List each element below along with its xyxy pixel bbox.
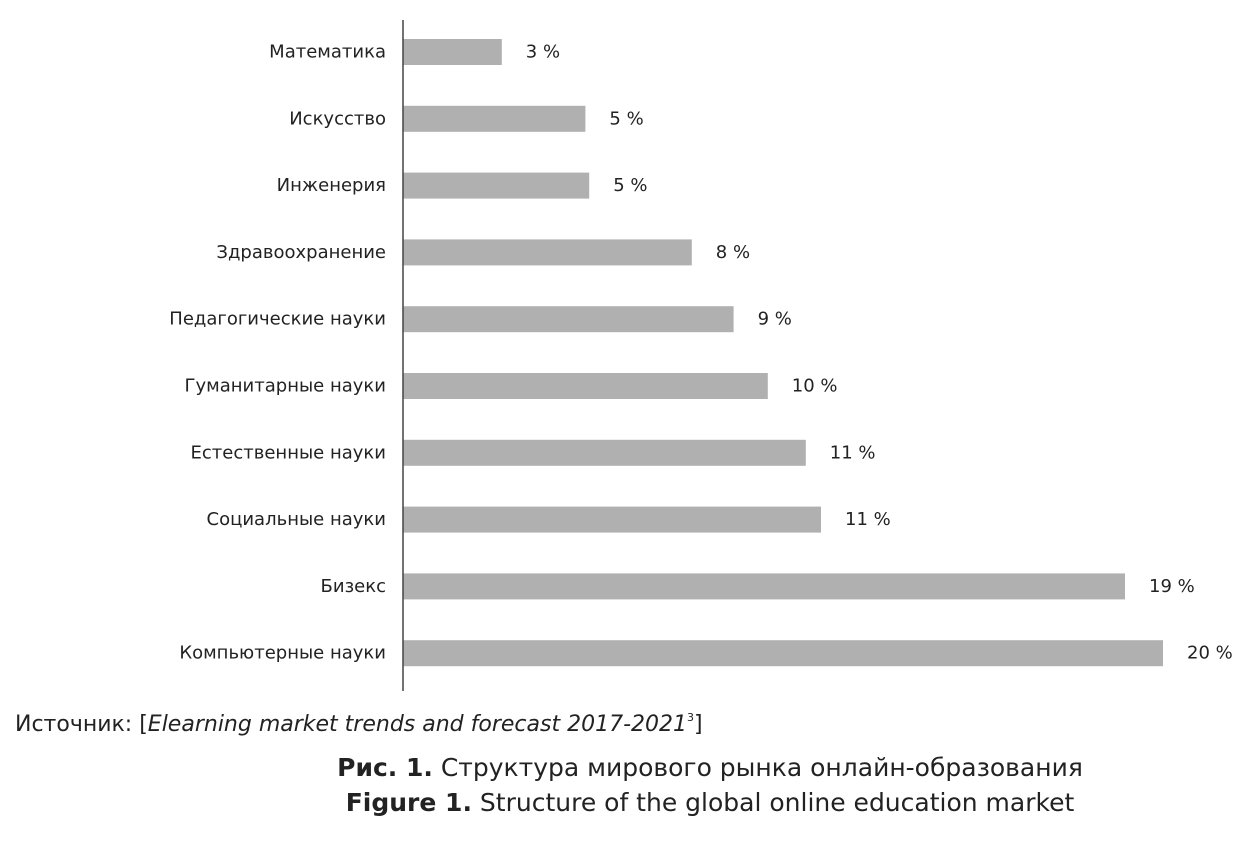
source-suffix: ] [694,712,703,737]
bar [403,506,821,533]
bars-layer [403,39,1163,667]
category-label: Социальные науки [207,509,386,530]
category-label: Здравоохранение [216,242,386,263]
data-label: 9 % [758,309,792,330]
source-footnote: 3 [687,711,694,724]
figure-label-ru: Рис. 1. [337,753,433,782]
data-label: 11 % [830,442,876,463]
figure-label-en: Figure 1. [345,788,472,817]
data-label: 3 % [526,42,560,63]
figure-caption-en: Figure 1. Structure of the global online… [0,788,1260,817]
bar [403,373,768,399]
bar [403,105,586,132]
figure-caption-ru: Рис. 1. Структура мирового рынка онлайн-… [0,753,1260,782]
data-label: 19 % [1149,576,1195,597]
bar [403,640,1163,667]
source-prefix: Источник: [ [15,712,148,737]
data-label: 5 % [613,175,647,196]
bar [403,439,806,466]
figure-title-ru: Структура мирового рынка онлайн-образова… [432,753,1083,782]
category-label: Компьютерные науки [179,643,386,664]
bar [403,573,1125,600]
category-label: Искусство [289,108,386,129]
category-label: Математика [269,42,386,63]
category-label: Естественные науки [191,442,386,463]
data-label: 20 % [1187,643,1233,664]
figure-title-en: Structure of the global online education… [471,788,1075,817]
data-label: 10 % [792,376,838,397]
category-label: Инженерия [277,175,386,196]
source-title: Elearning market trends and forecast 201… [147,712,687,737]
source-note: Источник: [Elearning market trends and f… [15,711,703,737]
bar-chart: Математика Искусство Инженерия Здравоохране… [169,20,1233,691]
bar [403,39,502,65]
bar [403,239,692,266]
category-label: Бизекс [321,576,386,597]
data-label: 8 % [716,242,750,263]
bar [403,306,734,333]
data-label: 11 % [845,509,891,530]
data-label: 5 % [609,108,643,129]
category-label: Гуманитарные науки [185,376,386,397]
category-label: Педагогические науки [169,309,386,330]
bar [403,172,590,199]
data-labels-layer: 3 % 5 % 5 % 8 % 9 % 10 % 11 % 11 % 19 % 20 % [526,42,1233,664]
category-labels-layer: Математика Искусство Инженерия Здравоохране… [169,42,386,664]
